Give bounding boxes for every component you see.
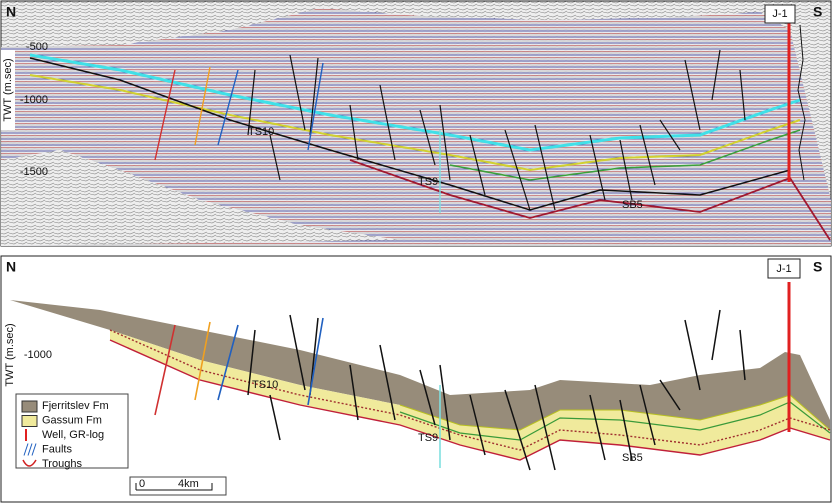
well-label: J-1 [776,263,791,275]
gr-log [797,24,806,181]
fault [504,389,531,471]
legend-label: Fjerritslev Fm [42,400,109,412]
fault [711,49,721,101]
north-label: N [6,259,16,275]
south-label: S [813,4,822,20]
horizon-dotted [109,329,831,451]
fault [247,69,256,136]
fault-colored [217,69,239,146]
fault [419,369,436,426]
seismic-reflectors [1,8,831,246]
fault-colored [194,321,211,401]
fault [639,384,656,446]
south-label: S [813,259,822,275]
fault [659,379,681,411]
well-label-box [764,4,796,24]
fjerritslev-body [10,300,830,430]
fault [439,364,451,441]
fault [247,329,256,396]
axis-label: TWT (m.sec) [2,58,14,121]
fault [379,344,396,421]
fault [379,84,396,161]
legend-label: Gassum Fm [42,414,102,426]
horizon-green [449,129,801,181]
horizon-label: TS9 [418,432,438,444]
horizon-yellow [399,394,831,431]
fault [639,124,656,186]
fault-colored [307,317,324,406]
scale-bar [135,483,213,491]
fault-colored [194,66,211,146]
fault [419,109,436,166]
horizon-label: TS10 [252,379,278,391]
fault [504,129,531,211]
fault-colored [154,69,176,161]
tick-label: -1000 [20,94,48,106]
scale-end: 4km [178,478,199,490]
seismic-noise [1,150,400,246]
north-label: N [6,4,16,20]
legend-swatch [21,400,38,413]
fault [589,394,606,461]
fault [659,119,681,151]
axis-label-bg [1,50,15,130]
horizon-black [29,57,791,211]
fault [349,364,359,421]
horizon-sb5 [109,339,831,461]
axis-label: TWT (m.sec) [4,323,16,386]
horizon-label: TS10 [248,126,274,138]
legend-label: Troughs [42,458,82,470]
fault [269,134,281,181]
tick-label: -500 [26,41,48,53]
fault [619,399,633,461]
fault [289,54,306,131]
tick-label: -1000 [24,349,52,361]
legend-label: Well, GR-log [42,429,104,441]
seismic-panel [0,0,832,247]
tick-label: -1500 [20,166,48,178]
legend-swatch [21,415,38,427]
fault [534,124,556,211]
horizon-label: SB5 [622,452,643,464]
legend-swatch [23,443,37,456]
fault [269,394,281,441]
horizon-label: TS9 [418,176,438,188]
fault [534,384,556,471]
fault [684,319,701,391]
fault-colored [217,324,239,401]
fault [589,134,606,201]
legend-swatch [22,459,37,467]
fault [469,134,486,196]
fault [349,104,359,161]
fault [619,139,633,201]
horizon-label: SB5 [622,199,643,211]
fault [289,314,306,391]
fault-colored [154,324,176,416]
fault [684,59,701,131]
fault [469,394,486,456]
horizon-yellow [29,74,801,172]
scale-start: 0 [139,478,145,490]
horizon-cyan [29,53,801,152]
fault-colored [307,62,324,151]
fault [711,309,721,361]
well-label: J-1 [772,8,787,20]
fault [739,69,746,121]
well-label-box [767,258,801,279]
fault [439,104,451,181]
legend-label: Faults [42,443,72,455]
fault [309,57,319,136]
fault [739,329,746,381]
